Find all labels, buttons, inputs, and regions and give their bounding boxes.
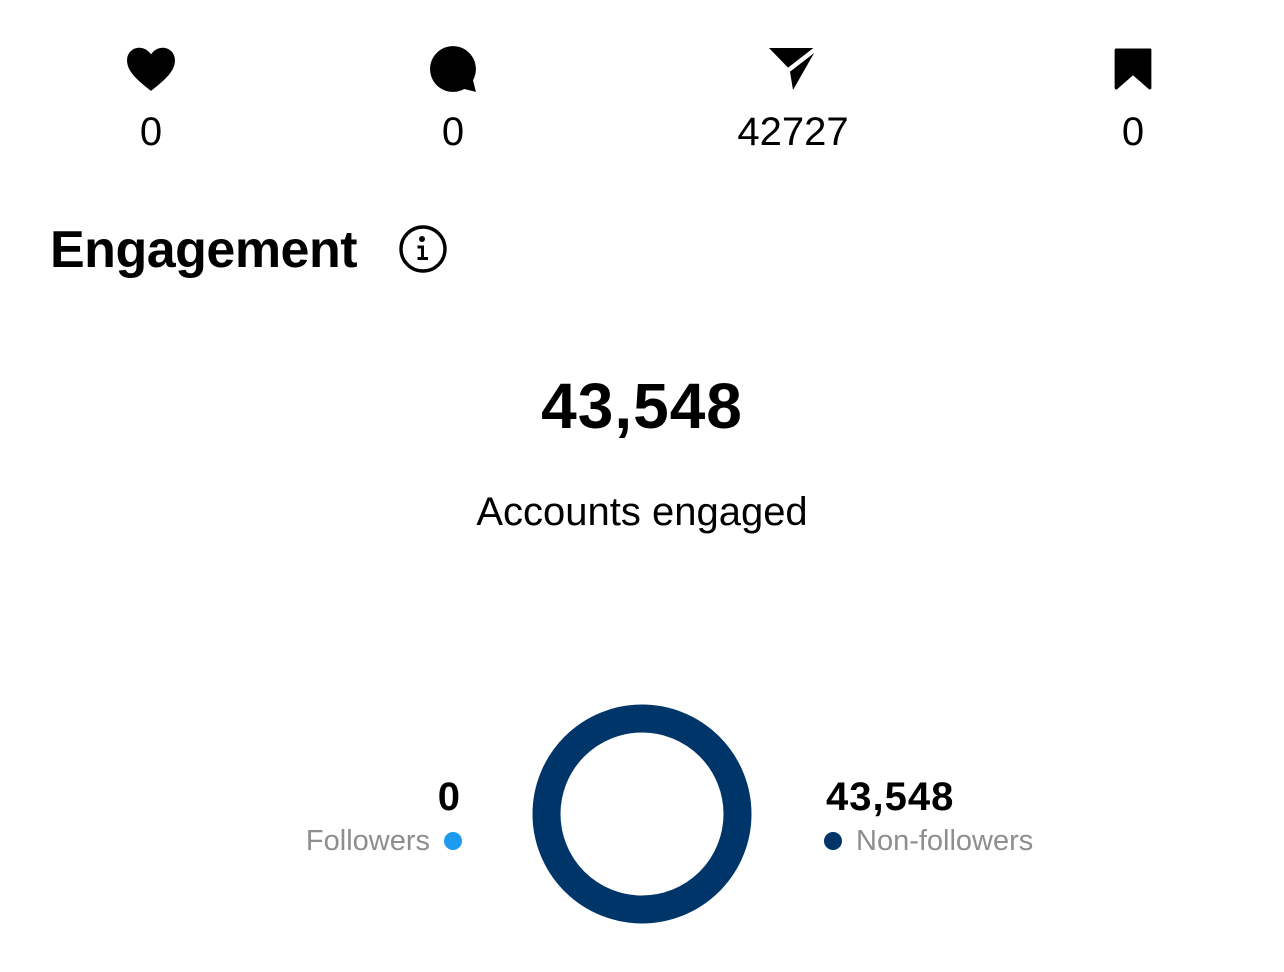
saves-stat: 0 — [1033, 40, 1233, 152]
comment-icon — [353, 40, 553, 98]
non-followers-dot-icon — [824, 832, 842, 850]
accounts-engaged-label: Accounts engaged — [476, 490, 808, 534]
info-icon[interactable] — [398, 224, 448, 279]
heart-icon — [51, 40, 251, 98]
followers-label: Followers — [305, 825, 430, 857]
likes-count: 0 — [139, 110, 163, 154]
non-followers-count: 43,548 — [826, 775, 955, 819]
non-followers-legend: Non-followers — [824, 824, 1033, 858]
non-followers-ring — [532, 704, 752, 924]
shares-stat: 42727 — [693, 40, 893, 152]
followers-count: 0 — [437, 775, 460, 819]
comments-stat: 0 — [353, 40, 553, 152]
section-title: Engagement — [50, 221, 358, 279]
followers-legend: Followers — [306, 824, 462, 858]
saves-count: 0 — [1121, 110, 1145, 154]
bookmark-icon — [1033, 40, 1233, 98]
comments-count: 0 — [441, 110, 465, 154]
shares-count: 42727 — [737, 110, 849, 154]
non-followers-label: Non-followers — [856, 825, 1034, 857]
followers-dot-icon — [444, 832, 462, 850]
followers-donut-chart — [532, 704, 752, 924]
send-icon — [693, 40, 893, 98]
accounts-engaged-value: 43,548 — [541, 370, 743, 442]
likes-stat: 0 — [51, 40, 251, 152]
